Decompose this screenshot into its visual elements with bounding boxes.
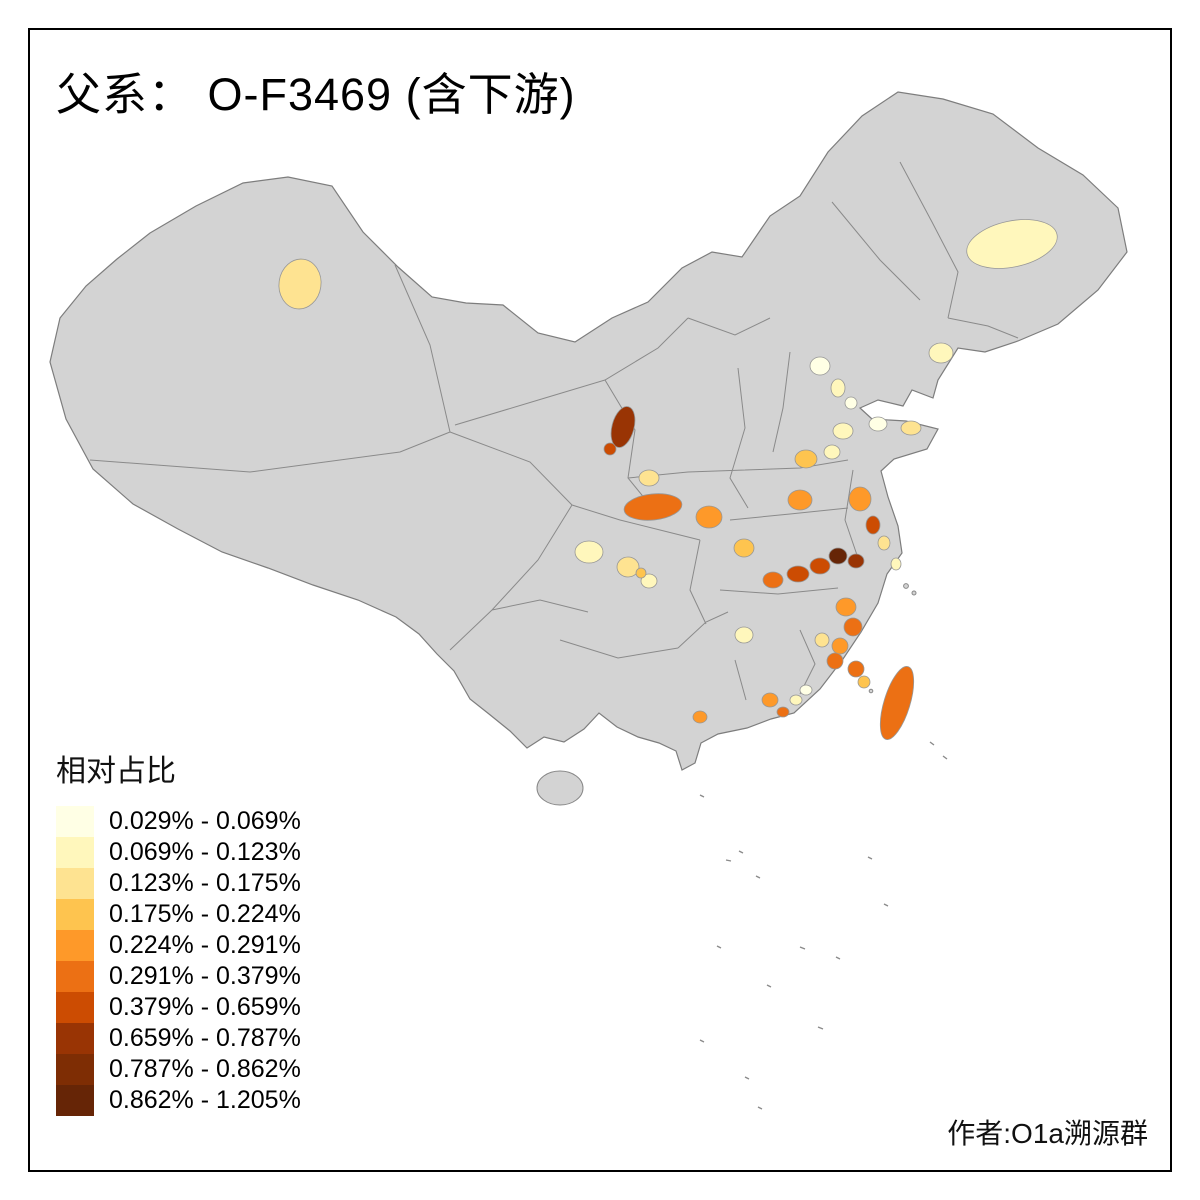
choropleth-region — [928, 342, 954, 364]
coastal-islet — [868, 688, 874, 694]
choropleth-region — [877, 535, 891, 551]
legend-title: 相对占比 — [56, 755, 176, 788]
choropleth-region-taiwan — [879, 666, 915, 740]
choropleth-region — [831, 637, 849, 655]
choropleth-region — [799, 684, 813, 696]
choropleth-region — [809, 557, 831, 575]
choropleth-region — [966, 219, 1058, 269]
legend-label: 0.659% - 0.787% — [109, 1024, 301, 1052]
choropleth-region — [734, 626, 754, 644]
legend-row: 0.659% - 0.787% — [56, 1023, 301, 1054]
choropleth-region — [823, 444, 841, 460]
choropleth-region — [623, 493, 683, 521]
choropleth-region — [847, 553, 865, 569]
legend-swatch — [56, 961, 94, 992]
choropleth-region — [890, 557, 902, 571]
choropleth-region — [830, 378, 846, 398]
legend-swatch — [56, 899, 94, 930]
legend-rows: 0.029% - 0.069% 0.069% - 0.123% 0.123% -… — [56, 806, 301, 1116]
south-china-sea-islands — [699, 741, 948, 1110]
choropleth-region — [603, 442, 617, 456]
legend-label: 0.123% - 0.175% — [109, 869, 301, 897]
choropleth-region — [848, 486, 872, 512]
choropleth-region — [857, 675, 871, 689]
author-credit: 作者:O1a溯源群 — [947, 1118, 1148, 1149]
choropleth-region — [776, 706, 790, 718]
legend-row: 0.787% - 0.862% — [56, 1054, 301, 1085]
legend-label: 0.029% - 0.069% — [109, 807, 301, 835]
choropleth-region — [616, 556, 640, 578]
legend-row: 0.123% - 0.175% — [56, 868, 301, 899]
choropleth-region — [865, 515, 881, 535]
coastal-islet — [903, 583, 909, 589]
choropleth-region — [638, 469, 660, 487]
choropleth-region — [640, 573, 658, 589]
legend-label: 0.175% - 0.224% — [109, 900, 301, 928]
legend-swatch — [56, 806, 94, 837]
choropleth-region — [832, 422, 854, 440]
hainan-island — [536, 770, 584, 806]
choropleth-region — [610, 406, 636, 448]
choropleth-region — [762, 571, 784, 589]
coastal-islet — [911, 590, 917, 596]
legend-row: 0.224% - 0.291% — [56, 930, 301, 961]
choropleth-region — [868, 416, 888, 432]
map-title: 父系： O-F3469 (含下游) — [56, 69, 576, 120]
legend-label: 0.379% - 0.659% — [109, 993, 301, 1021]
legend-label: 0.224% - 0.291% — [109, 931, 301, 959]
choropleth-region — [844, 396, 858, 410]
choropleth-region — [828, 547, 848, 565]
choropleth-region — [789, 694, 803, 706]
choropleth-region — [900, 420, 922, 436]
legend-swatch — [56, 992, 94, 1023]
choropleth-region — [695, 505, 723, 529]
choropleth-region — [635, 567, 647, 579]
legend-swatch — [56, 930, 94, 961]
legend-swatch — [56, 1054, 94, 1085]
legend-row: 0.862% - 1.205% — [56, 1085, 301, 1116]
legend-row: 0.175% - 0.224% — [56, 899, 301, 930]
choropleth-region — [794, 449, 818, 469]
legend-swatch — [56, 1023, 94, 1054]
choropleth-region — [574, 540, 604, 564]
choropleth-region — [826, 652, 844, 670]
legend: 相对占比 0.029% - 0.069% 0.069% - 0.123% 0.1… — [56, 746, 301, 1116]
choropleth-region — [814, 632, 830, 648]
legend-swatch — [56, 837, 94, 868]
legend-swatch — [56, 1085, 94, 1116]
legend-label: 0.069% - 0.123% — [109, 838, 301, 866]
choropleth-region — [692, 710, 708, 724]
china-mainland-outline — [49, 91, 1128, 771]
legend-row: 0.379% - 0.659% — [56, 992, 301, 1023]
choropleth-region — [843, 617, 863, 637]
choropleth-region — [809, 356, 831, 376]
legend-row: 0.029% - 0.069% — [56, 806, 301, 837]
choropleth-region — [787, 489, 813, 511]
legend-row: 0.069% - 0.123% — [56, 837, 301, 868]
legend-swatch — [56, 868, 94, 899]
choropleth-region — [761, 692, 779, 708]
choropleth-region — [847, 660, 865, 678]
legend-label: 0.862% - 1.205% — [109, 1086, 301, 1114]
choropleth-region — [835, 597, 857, 617]
legend-label: 0.787% - 0.862% — [109, 1055, 301, 1083]
legend-row: 0.291% - 0.379% — [56, 961, 301, 992]
plot-frame — [28, 28, 1172, 1172]
legend-label: 0.291% - 0.379% — [109, 962, 301, 990]
choropleth-region — [786, 565, 810, 583]
choropleth-region — [733, 538, 755, 558]
choropleth-region — [278, 258, 322, 310]
province-borders — [89, 161, 1019, 701]
